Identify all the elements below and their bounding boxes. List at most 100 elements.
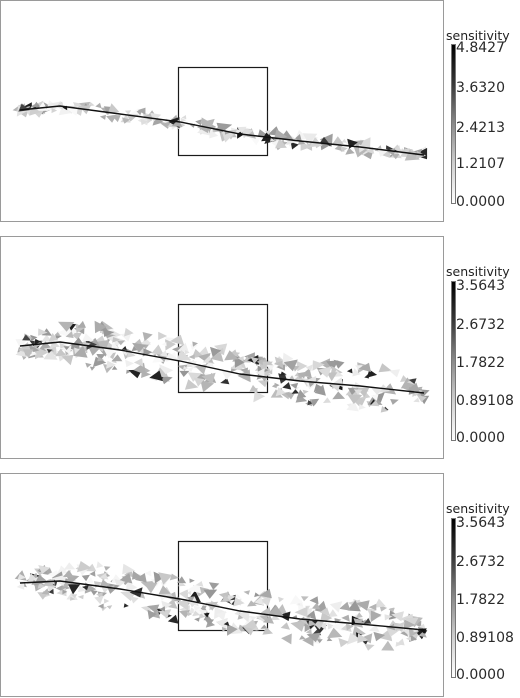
mesh-triangle xyxy=(320,142,330,151)
mesh-triangle xyxy=(17,573,27,581)
mesh-triangle xyxy=(52,574,67,587)
mesh-triangle xyxy=(254,592,260,598)
mesh-triangle xyxy=(56,587,67,597)
mesh-triangle xyxy=(132,570,143,580)
mesh-triangle xyxy=(208,358,214,363)
mesh-triangle xyxy=(200,380,215,393)
mesh-triangle xyxy=(262,615,274,624)
panel-1: sensitivity 4.8427 3.6320 2.4213 1.2107 … xyxy=(0,0,520,226)
mesh-triangle xyxy=(210,346,222,358)
mesh-triangle xyxy=(121,117,130,124)
mesh-triangle xyxy=(106,605,113,610)
mesh-triangle xyxy=(306,632,321,643)
trajectory-curve xyxy=(19,341,425,394)
mesh-triangle xyxy=(413,397,420,403)
mesh-triangle xyxy=(187,596,195,603)
mesh-triangle xyxy=(394,145,401,151)
mesh-triangle xyxy=(119,573,133,584)
mesh-triangle xyxy=(301,596,309,602)
mesh-triangle xyxy=(220,378,230,385)
mesh-triangle xyxy=(216,617,228,630)
mesh-triangle xyxy=(48,333,59,341)
mesh-triangle xyxy=(90,590,98,596)
colorbar-title: sensitivity xyxy=(446,501,510,516)
mesh-triangle xyxy=(408,628,419,637)
mesh-triangle xyxy=(338,638,349,648)
mesh-triangle xyxy=(346,393,363,404)
mesh-triangle xyxy=(297,371,307,379)
mesh-triangle xyxy=(71,594,78,598)
mesh-triangle xyxy=(140,119,148,126)
mesh-triangle xyxy=(400,377,415,389)
mesh-triangle xyxy=(192,341,198,347)
mesh-triangle xyxy=(165,339,176,351)
mesh-triangle xyxy=(281,633,292,645)
mesh-triangle xyxy=(142,332,153,342)
mesh-triangle xyxy=(96,561,104,569)
mesh-triangle xyxy=(122,563,136,575)
mesh-triangle xyxy=(255,368,265,377)
mesh-triangle xyxy=(305,628,312,635)
mesh-triangle xyxy=(224,350,239,361)
mesh-triangle xyxy=(341,138,347,143)
mesh-triangle xyxy=(275,138,287,149)
mesh-triangle xyxy=(410,150,417,156)
mesh-triangle xyxy=(85,339,97,350)
colorbar-tick: 2.6732 xyxy=(456,317,505,333)
mesh-triangle xyxy=(233,597,245,607)
mesh-triangle xyxy=(370,387,384,395)
mesh-triangle xyxy=(267,605,284,617)
mesh-triangle xyxy=(290,382,299,389)
mesh-triangle xyxy=(103,348,117,359)
mesh-triangle xyxy=(170,334,185,346)
mesh-triangle xyxy=(297,374,305,379)
colorbar-tick: 0.89108 xyxy=(456,393,514,409)
mesh-triangle xyxy=(216,347,225,356)
mesh-triangle xyxy=(347,600,361,612)
mesh-triangle xyxy=(199,610,208,617)
mesh-triangle xyxy=(124,327,134,337)
trajectory-curve xyxy=(19,580,425,631)
mesh-triangle xyxy=(193,377,205,387)
mesh-triangle xyxy=(54,331,61,337)
mesh-triangle xyxy=(302,133,318,145)
mesh-triangle xyxy=(175,350,192,361)
mesh-triangle xyxy=(269,137,276,142)
mesh-triangle xyxy=(161,342,167,347)
mesh-triangle xyxy=(370,610,382,623)
mesh-triangle xyxy=(149,370,163,382)
mesh-triangle xyxy=(250,356,259,364)
mesh-triangle xyxy=(144,570,152,577)
mesh-triangle xyxy=(391,611,404,622)
mesh-triangle xyxy=(42,579,55,587)
mesh-triangle xyxy=(186,611,193,617)
mesh-triangle xyxy=(280,622,290,630)
mesh-triangle xyxy=(294,606,308,618)
mesh-triangle xyxy=(87,345,102,356)
mesh-triangle xyxy=(270,614,280,621)
mesh-triangle xyxy=(137,107,146,115)
mesh-triangle xyxy=(111,115,121,123)
mesh-triangle xyxy=(34,338,41,345)
mesh-triangle xyxy=(292,386,300,393)
mesh-triangle xyxy=(159,606,166,612)
mesh-triangle xyxy=(360,633,373,644)
mesh-triangle xyxy=(51,108,58,114)
mesh-triangle xyxy=(203,612,210,618)
mesh-triangle xyxy=(368,603,377,611)
mesh-triangle xyxy=(408,378,417,384)
mesh-triangle xyxy=(158,572,173,585)
mesh-triangle xyxy=(141,336,151,345)
mesh-triangle xyxy=(351,625,366,639)
mesh-triangle xyxy=(22,334,32,341)
mesh-triangle xyxy=(63,346,70,350)
mesh-triangle xyxy=(120,332,132,342)
mesh-triangle xyxy=(78,585,87,592)
mesh-triangle xyxy=(77,320,86,328)
mesh-triangle xyxy=(345,147,355,155)
mesh-triangle xyxy=(160,375,173,385)
mesh-triangle xyxy=(284,392,296,400)
mesh-triangle xyxy=(259,588,272,599)
mesh-triangle xyxy=(358,404,366,410)
mesh-triangle xyxy=(282,382,292,390)
